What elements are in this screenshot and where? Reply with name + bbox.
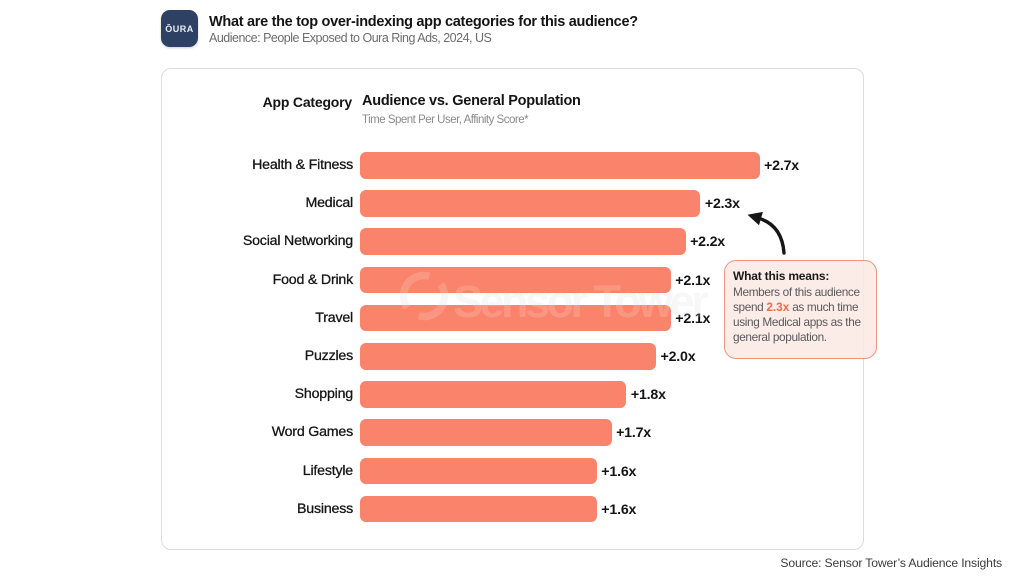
svg-text:Sensor Tower: Sensor Tower	[453, 276, 708, 327]
